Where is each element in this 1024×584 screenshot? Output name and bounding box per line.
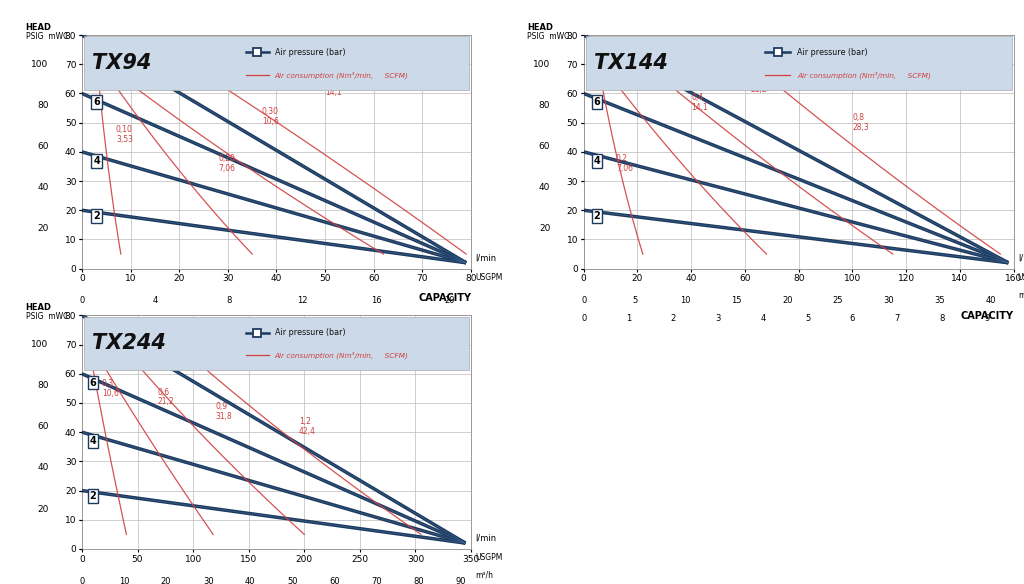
Text: 8: 8 bbox=[90, 322, 96, 332]
Text: HEAD: HEAD bbox=[26, 304, 51, 312]
Text: USGPM: USGPM bbox=[475, 273, 503, 282]
Text: PSIG  mWC: PSIG mWC bbox=[527, 32, 569, 41]
Text: 8: 8 bbox=[93, 41, 100, 52]
Text: m³/h: m³/h bbox=[475, 571, 494, 580]
Text: Air pressure (bar): Air pressure (bar) bbox=[274, 328, 345, 337]
Text: Air consumption (Nm³/min,       SCFM): Air consumption (Nm³/min, SCFM) bbox=[797, 71, 931, 79]
FancyBboxPatch shape bbox=[84, 317, 469, 370]
Text: 1,2
42,4: 1,2 42,4 bbox=[299, 417, 315, 436]
Text: TX144: TX144 bbox=[594, 53, 669, 73]
Text: 0,40
14,1: 0,40 14,1 bbox=[326, 78, 342, 97]
Text: CAPACITY: CAPACITY bbox=[961, 311, 1014, 321]
Text: Air pressure (bar): Air pressure (bar) bbox=[797, 48, 867, 57]
Text: 4: 4 bbox=[93, 155, 100, 166]
Text: 4: 4 bbox=[90, 436, 96, 446]
Text: 0,2
7,06: 0,2 7,06 bbox=[615, 154, 633, 173]
FancyBboxPatch shape bbox=[586, 36, 1012, 90]
Text: Air pressure (bar): Air pressure (bar) bbox=[274, 48, 345, 57]
Text: 0,9
31,8: 0,9 31,8 bbox=[215, 402, 232, 421]
Text: HEAD: HEAD bbox=[26, 23, 51, 32]
Text: l/min: l/min bbox=[475, 534, 497, 543]
Text: USGPM: USGPM bbox=[1018, 273, 1024, 282]
Text: TX244: TX244 bbox=[91, 333, 166, 353]
Text: HEAD: HEAD bbox=[527, 23, 553, 32]
Text: TX94: TX94 bbox=[91, 53, 151, 73]
Text: 6: 6 bbox=[594, 97, 600, 107]
Text: 0,30
10,6: 0,30 10,6 bbox=[262, 107, 279, 126]
Text: PSIG  mWC: PSIG mWC bbox=[26, 312, 68, 321]
Text: 2: 2 bbox=[93, 211, 100, 221]
Text: Air consumption (Nm³/min,       SCFM): Air consumption (Nm³/min, SCFM) bbox=[274, 71, 409, 79]
Text: 0,3
10,6: 0,3 10,6 bbox=[102, 379, 119, 398]
Text: 0,10
3,53: 0,10 3,53 bbox=[116, 125, 133, 144]
Text: 0,20
7,06: 0,20 7,06 bbox=[218, 154, 236, 173]
Text: l/min: l/min bbox=[475, 253, 497, 263]
Text: 0,6
21,2: 0,6 21,2 bbox=[751, 75, 767, 94]
Text: 6: 6 bbox=[90, 377, 96, 388]
Text: 4: 4 bbox=[594, 155, 600, 166]
Text: 0,4
14,1: 0,4 14,1 bbox=[691, 93, 708, 112]
Text: l/min: l/min bbox=[1018, 253, 1024, 263]
Text: 0,8
28,3: 0,8 28,3 bbox=[852, 113, 869, 132]
Text: m³/h: m³/h bbox=[1018, 290, 1024, 300]
Text: 2: 2 bbox=[594, 211, 600, 221]
Text: 8: 8 bbox=[594, 41, 600, 52]
Text: Air consumption (Nm³/min,       SCFM): Air consumption (Nm³/min, SCFM) bbox=[274, 352, 409, 359]
Text: USGPM: USGPM bbox=[475, 553, 503, 562]
Text: PSIG  mWC: PSIG mWC bbox=[26, 32, 68, 41]
Text: 2: 2 bbox=[90, 491, 96, 502]
Text: CAPACITY: CAPACITY bbox=[418, 293, 471, 303]
Text: 6: 6 bbox=[93, 97, 100, 107]
FancyBboxPatch shape bbox=[84, 36, 469, 90]
Text: 0,6
21,2: 0,6 21,2 bbox=[158, 388, 174, 406]
